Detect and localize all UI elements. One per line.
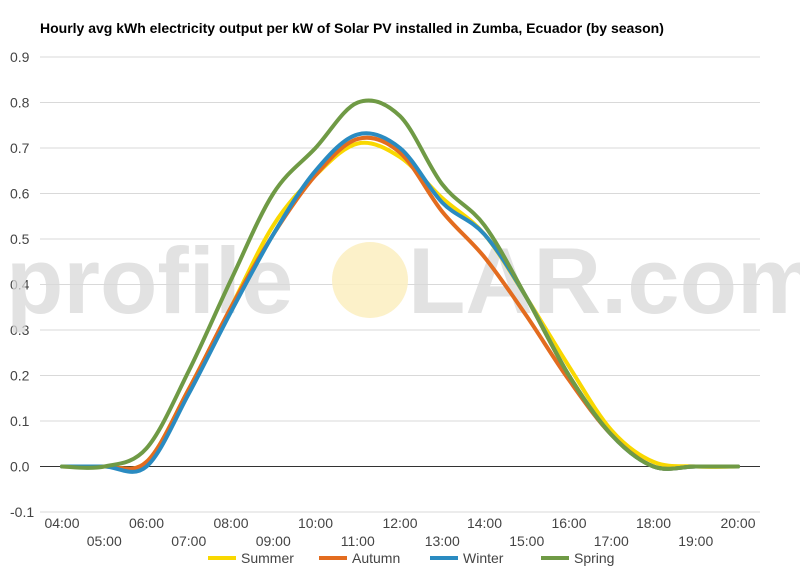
legend-label-autumn: Autumn [352, 550, 400, 566]
y-tick-label: 0.4 [10, 277, 30, 293]
x-tick-label: 04:00 [44, 515, 79, 531]
sun-logo-icon [332, 242, 408, 318]
y-tick-label: 0.1 [10, 413, 30, 429]
x-tick-label: 09:00 [256, 533, 291, 549]
legend-label-winter: Winter [463, 550, 504, 566]
x-tick-label: 08:00 [213, 515, 248, 531]
y-tick-label: 0.5 [10, 231, 30, 247]
x-tick-label: 05:00 [87, 533, 122, 549]
y-tick-label: 0.0 [10, 459, 30, 475]
y-tick-label: 0.6 [10, 186, 30, 202]
x-tick-label: 18:00 [636, 515, 671, 531]
legend: Summer Autumn Winter Spring [208, 550, 614, 566]
legend-label-spring: Spring [574, 550, 614, 566]
y-tick-label: 0.7 [10, 140, 30, 156]
y-tick-label: 0.3 [10, 322, 30, 338]
watermark-text-right: LAR.com [408, 228, 800, 333]
y-tick-label: 0.9 [10, 49, 30, 65]
x-tick-label: 19:00 [678, 533, 713, 549]
x-tick-label: 13:00 [425, 533, 460, 549]
x-tick-label: 10:00 [298, 515, 333, 531]
x-tick-label: 06:00 [129, 515, 164, 531]
x-tick-label: 11:00 [341, 533, 375, 549]
watermark: profile LAR.com [6, 228, 800, 333]
y-axis: -0.1 0.0 0.1 0.2 0.3 0.4 0.5 0.6 0.7 0.8 0.9 [10, 49, 34, 520]
x-tick-label: 16:00 [551, 515, 586, 531]
series-line-spring [60, 98, 740, 471]
legend-label-summer: Summer [241, 550, 294, 566]
y-tick-label: 0.8 [10, 95, 30, 111]
watermark-text-left: profile [6, 228, 293, 333]
x-tick-label: 17:00 [594, 533, 629, 549]
x-tick-label: 07:00 [171, 533, 206, 549]
x-tick-label: 20:00 [720, 515, 755, 531]
y-tick-label: 0.2 [10, 368, 30, 384]
series-lines [60, 98, 740, 474]
x-tick-label: 14:00 [467, 515, 502, 531]
x-axis: 04:00 05:00 06:00 07:00 08:00 09:00 10:00 11:00… [44, 515, 755, 549]
chart-title: Hourly avg kWh electricity output per kW… [40, 20, 664, 36]
x-tick-label: 12:00 [382, 515, 417, 531]
y-tick-label: -0.1 [10, 504, 34, 520]
x-tick-label: 15:00 [509, 533, 544, 549]
